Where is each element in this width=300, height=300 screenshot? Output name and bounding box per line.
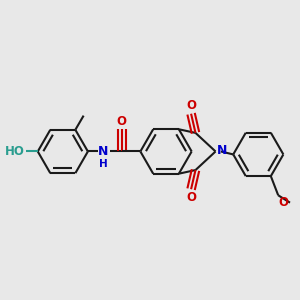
Text: O: O (279, 196, 289, 209)
Text: O: O (186, 191, 196, 204)
Text: O: O (186, 99, 196, 112)
Text: HO: HO (4, 145, 25, 158)
Text: O: O (117, 115, 127, 128)
Text: N: N (98, 145, 108, 158)
Text: N: N (217, 143, 227, 157)
Text: H: H (99, 159, 108, 169)
